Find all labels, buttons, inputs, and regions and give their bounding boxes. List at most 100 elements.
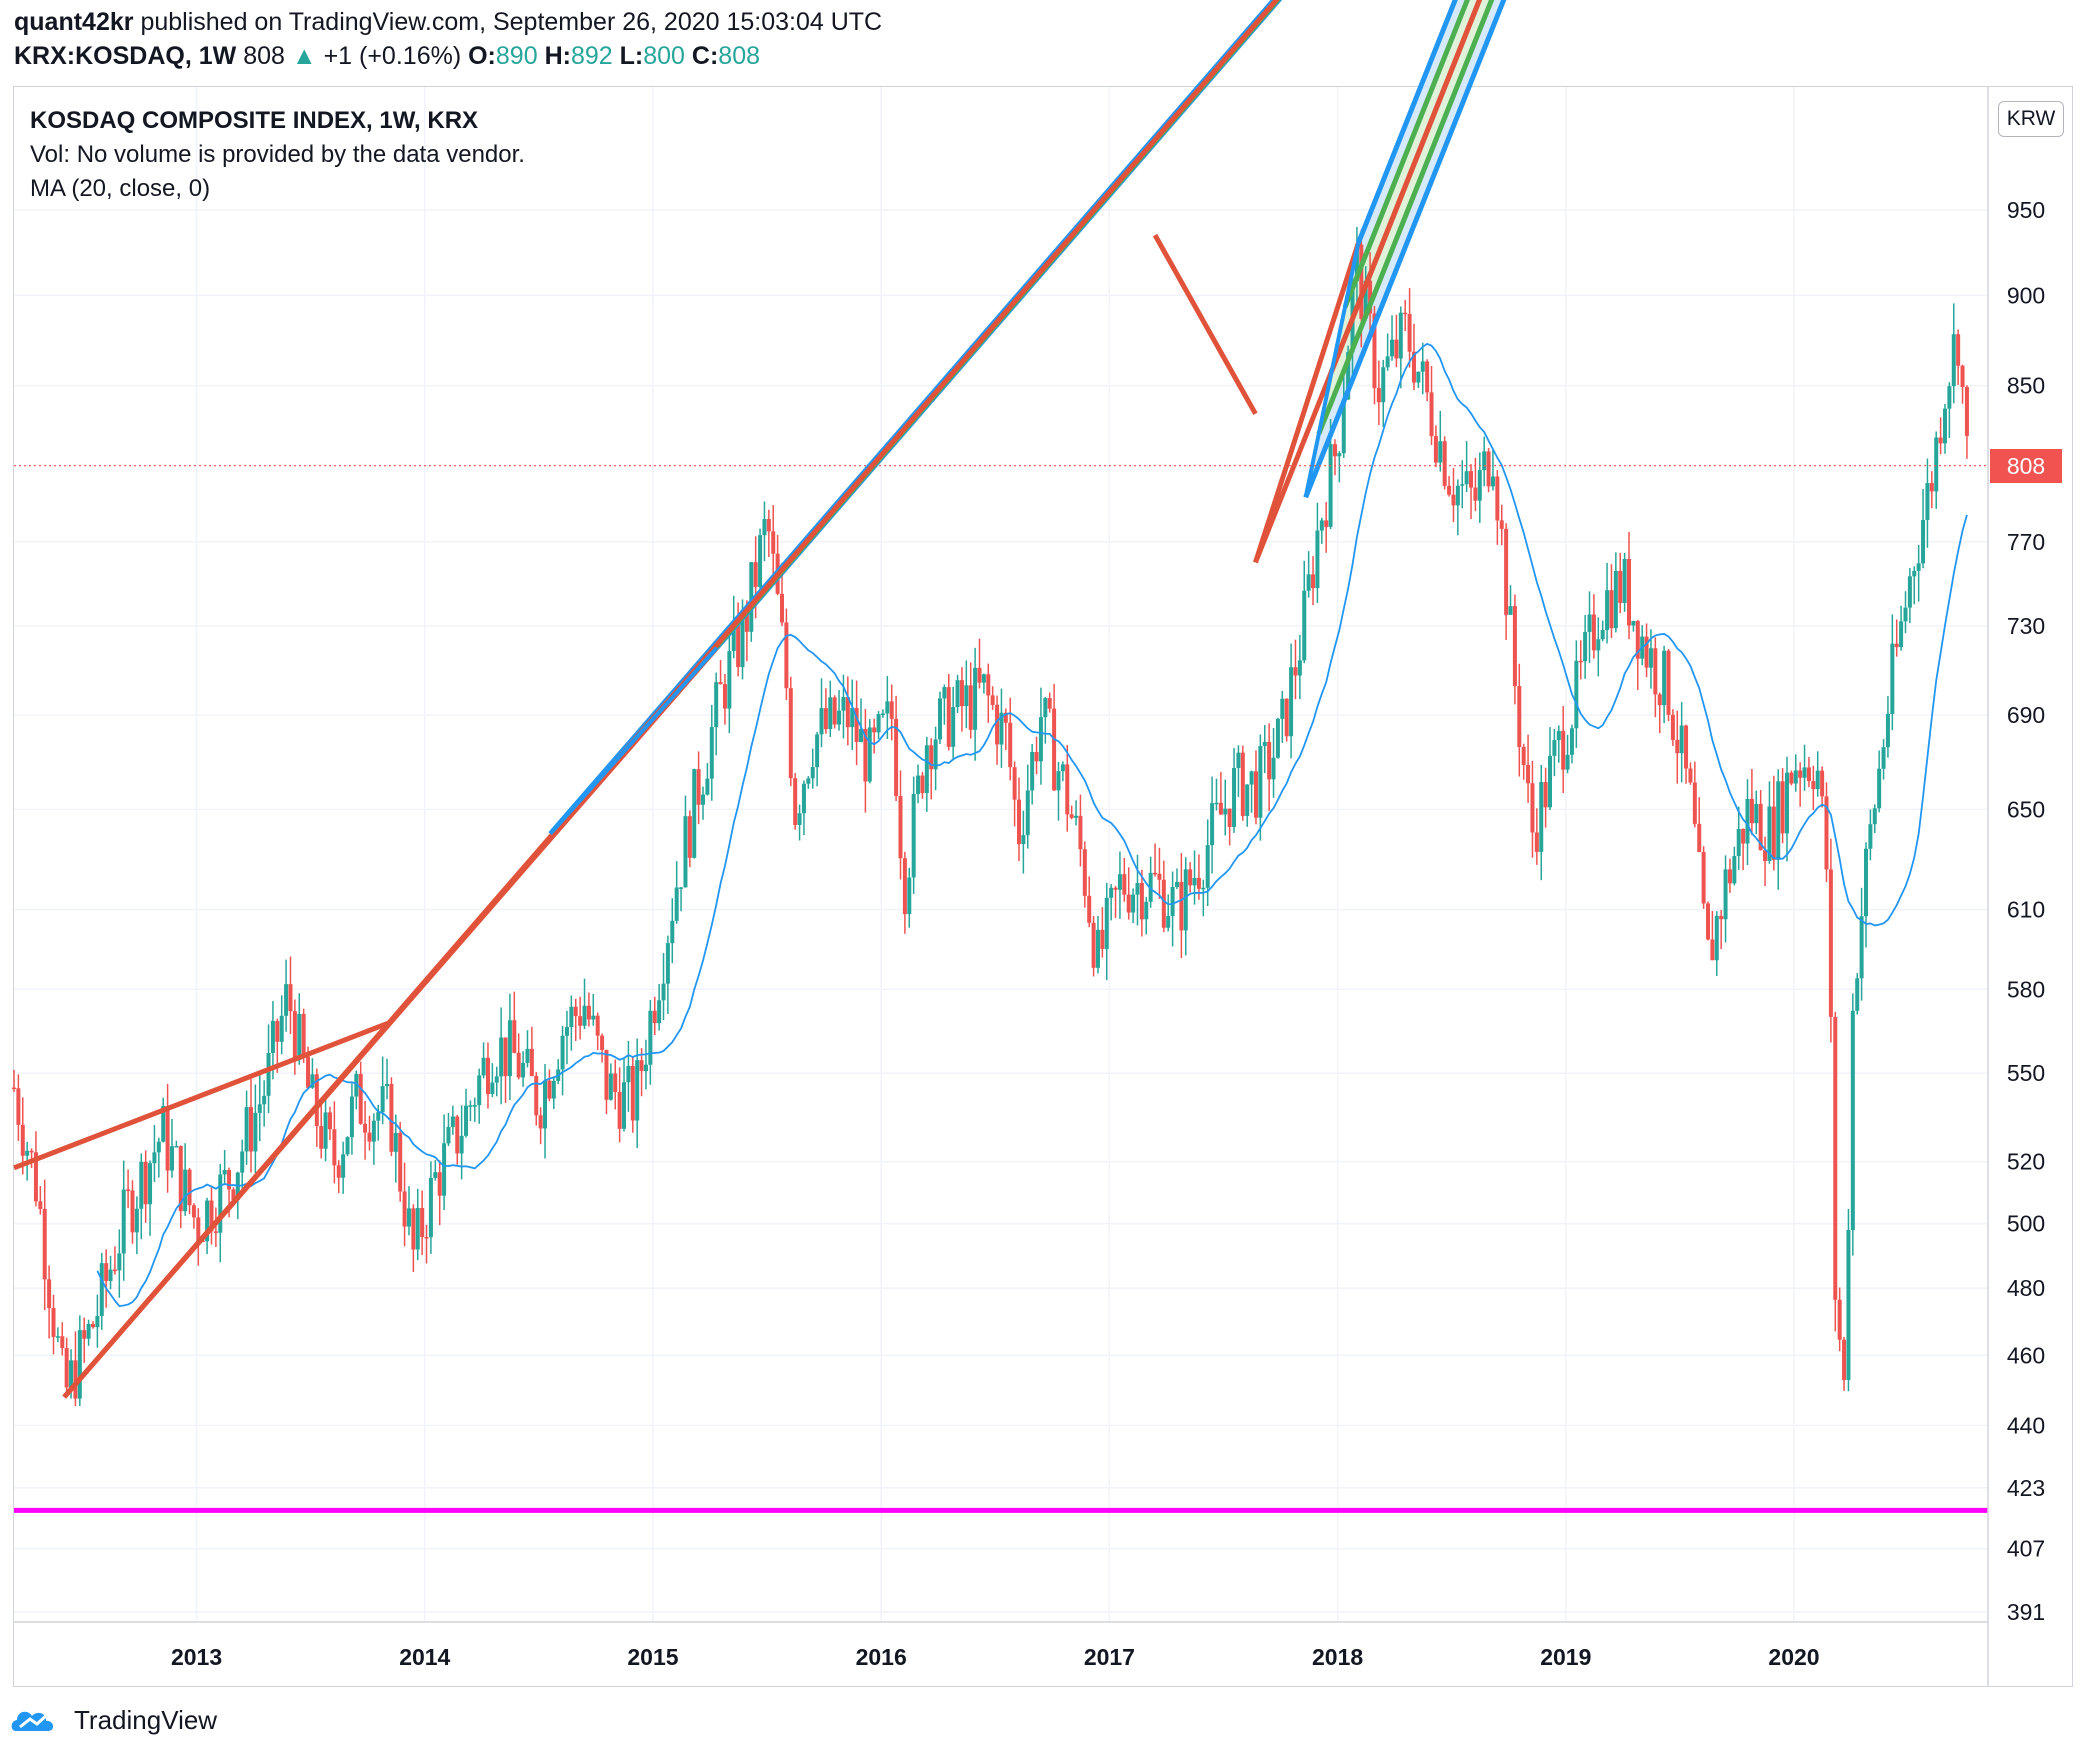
candle: [490, 1063, 495, 1098]
pitchfork-1-line: [590, 0, 1279, 789]
candle: [12, 1069, 16, 1092]
candle: [1569, 724, 1574, 764]
candle-body: [428, 1177, 433, 1238]
candle-body: [709, 727, 714, 779]
candle-body: [771, 531, 776, 554]
candle-body: [560, 1035, 565, 1070]
candle-body: [1012, 767, 1017, 800]
symbol-line: KRX:KOSDAQ, 1W 808 ▲ +1 (+0.16%) O:890 H…: [14, 42, 760, 71]
candle: [898, 770, 903, 880]
candle: [99, 1252, 104, 1330]
candle-body: [1811, 781, 1816, 790]
candle: [823, 688, 828, 734]
candle: [112, 1246, 117, 1275]
candle: [450, 1105, 455, 1135]
candle-body: [1021, 835, 1026, 845]
candle-body: [1938, 437, 1943, 444]
candle: [1289, 643, 1294, 759]
candle-body: [1539, 782, 1544, 852]
candle-body: [973, 667, 978, 730]
candle: [1148, 856, 1153, 908]
candle: [1003, 708, 1008, 751]
candle-body: [1087, 895, 1092, 923]
candle-body: [306, 1056, 311, 1088]
candle-body: [1521, 747, 1526, 765]
legend-ma[interactable]: MA (20, close, 0): [30, 175, 211, 202]
candle: [1306, 551, 1311, 598]
candle-body: [1416, 371, 1421, 383]
candle: [1122, 857, 1127, 902]
candle: [424, 1224, 429, 1264]
candle: [1047, 692, 1052, 713]
candle: [1416, 371, 1421, 388]
candle-body: [810, 767, 815, 779]
candle: [999, 688, 1004, 768]
candle: [117, 1229, 122, 1298]
candle: [1341, 370, 1346, 458]
candle: [793, 772, 798, 830]
candle-body: [112, 1269, 117, 1272]
candle: [973, 647, 978, 761]
candle: [1622, 552, 1627, 612]
candle: [657, 983, 662, 1031]
candle-body: [213, 1231, 218, 1233]
candle-body: [1411, 351, 1416, 383]
candle-body: [464, 1105, 469, 1136]
candle: [885, 676, 890, 740]
candle: [1771, 775, 1776, 871]
candles-layer: [12, 226, 1969, 1407]
y-tick-label: 440: [2007, 1413, 2045, 1439]
candle-body: [191, 1205, 196, 1218]
candle-body: [477, 1075, 482, 1106]
candle: [1921, 489, 1926, 569]
candle-body: [64, 1348, 69, 1388]
x-tick-label: 2018: [1312, 1644, 1363, 1670]
footer-brand[interactable]: TradingView: [10, 1700, 217, 1740]
candle: [1262, 725, 1267, 773]
candle-body: [898, 796, 903, 859]
candle-body: [1504, 528, 1509, 615]
legend-title[interactable]: KOSDAQ COMPOSITE INDEX, 1W, KRX: [30, 107, 479, 134]
candle-body: [385, 1083, 390, 1087]
candle-body: [1569, 728, 1574, 755]
candle-body: [1188, 869, 1193, 886]
candle: [1232, 748, 1237, 833]
pitchfork-1-band-outer-lower: [550, 0, 1275, 834]
candle: [1170, 871, 1175, 947]
candle-body: [959, 680, 964, 707]
candle-body: [1605, 590, 1610, 630]
candle-body: [1363, 280, 1368, 319]
currency-unit-badge[interactable]: KRW: [1998, 101, 2064, 137]
candle-body: [1881, 747, 1886, 769]
candle: [1688, 762, 1693, 785]
candle: [1820, 766, 1825, 808]
candle: [1095, 915, 1100, 974]
candle-body: [705, 778, 710, 795]
candle: [709, 704, 714, 801]
candle-body: [424, 1237, 429, 1239]
candle-body: [670, 920, 675, 944]
candle: [683, 795, 688, 888]
candle-body: [1052, 708, 1057, 791]
candle-body: [1082, 849, 1087, 896]
candle: [1113, 885, 1118, 918]
candle: [705, 763, 710, 796]
publisher-name[interactable]: quant42kr: [14, 8, 134, 36]
candle-body: [740, 610, 745, 668]
candle-body: [244, 1107, 249, 1152]
candle: [183, 1143, 188, 1216]
candle-body: [1183, 869, 1188, 931]
candle-body: [1297, 660, 1302, 676]
candle-body: [955, 680, 960, 708]
candle: [1600, 620, 1605, 642]
candle-body: [468, 1105, 473, 1107]
candle-body: [415, 1207, 420, 1250]
candle: [1894, 619, 1899, 657]
candle: [1174, 868, 1179, 890]
candle: [1767, 781, 1772, 864]
candle-body: [205, 1200, 210, 1242]
drawing-layer: [13, 0, 1988, 1513]
candle-body: [863, 729, 868, 782]
candle: [679, 886, 684, 912]
